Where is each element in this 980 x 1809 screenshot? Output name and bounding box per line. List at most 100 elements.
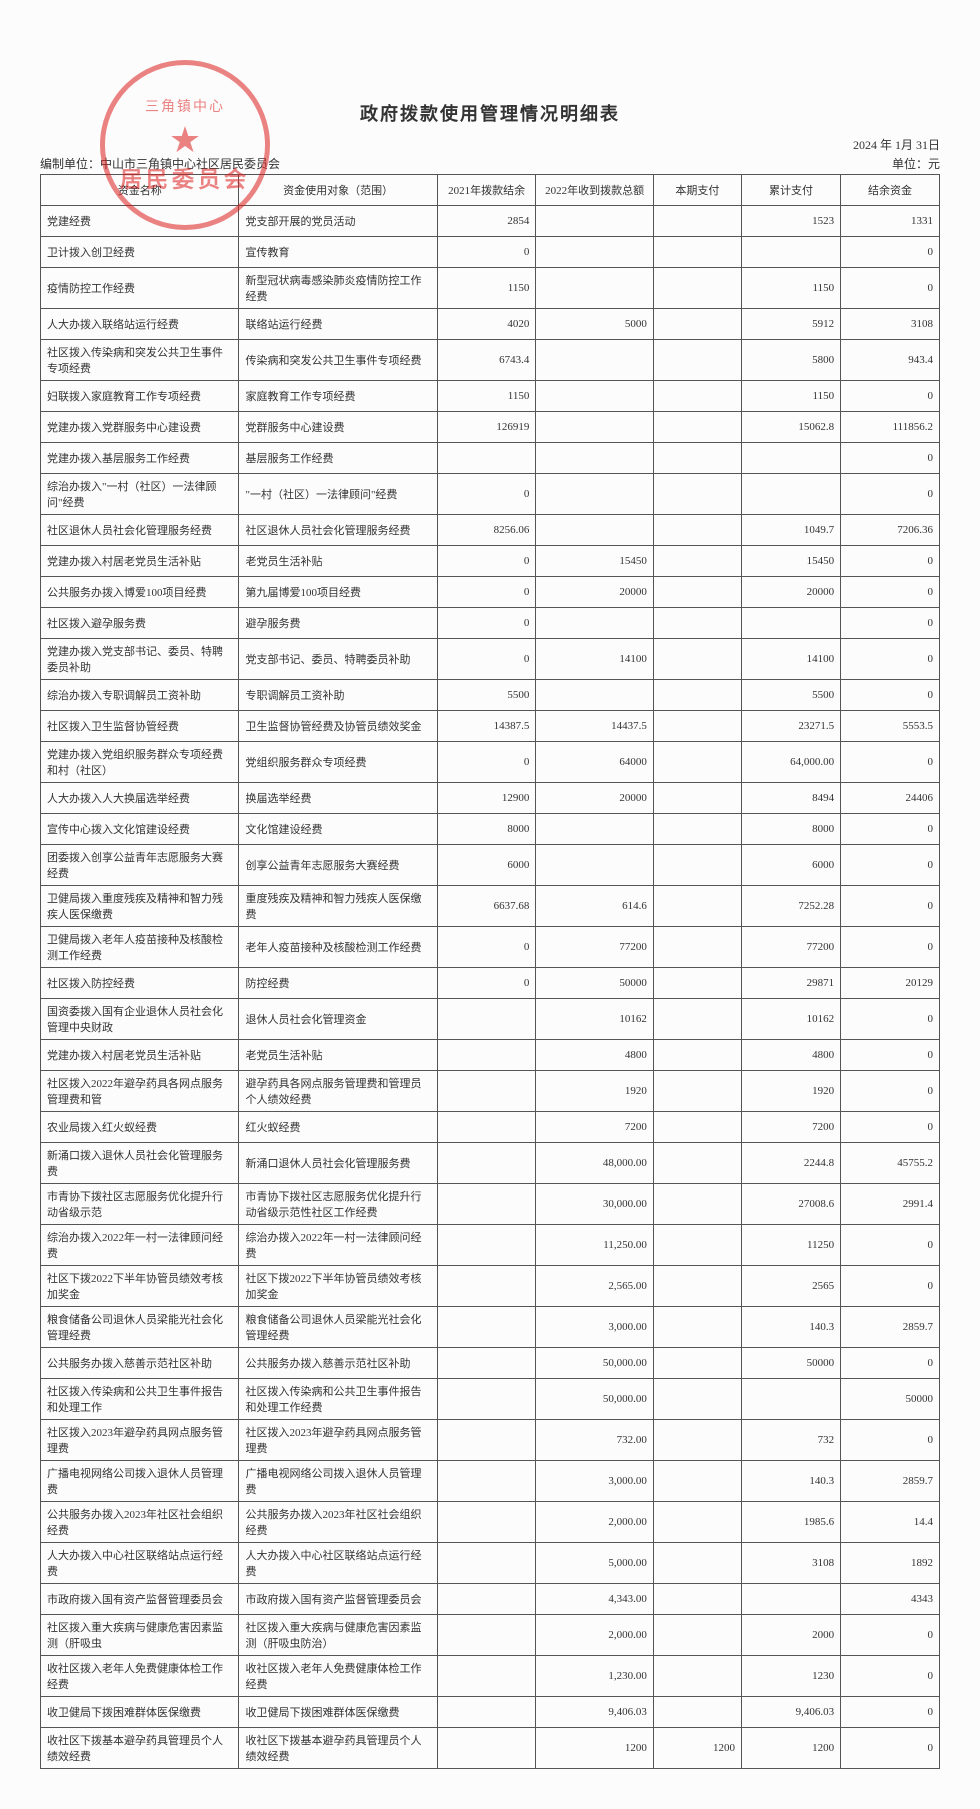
cell-paid-current bbox=[653, 968, 741, 999]
cell-paid-total: 1920 bbox=[741, 1071, 840, 1112]
table-row: 党建办拨入村居老党员生活补贴老党员生活补贴015450154500 bbox=[41, 546, 940, 577]
cell-scope: 人大办拨入中心社区联络站点运行经费 bbox=[239, 1543, 437, 1584]
cell-paid-total: 2565 bbox=[741, 1266, 840, 1307]
cell-name: 公共服务办拨入慈善示范社区补助 bbox=[41, 1348, 239, 1379]
cell-paid-total bbox=[741, 1379, 840, 1420]
cell-paid-total: 50000 bbox=[741, 1348, 840, 1379]
cell-received-2022 bbox=[536, 608, 653, 639]
cell-balance-2021 bbox=[437, 1615, 535, 1656]
cell-balance-remain: 0 bbox=[841, 577, 940, 608]
col-paid-total: 累计支付 bbox=[741, 175, 840, 206]
cell-paid-total: 6000 bbox=[741, 845, 840, 886]
cell-name: 人大办拨入中心社区联络站点运行经费 bbox=[41, 1543, 239, 1584]
cell-scope: 社区拨入传染病和公共卫生事件报告和处理工作经费 bbox=[239, 1379, 437, 1420]
cell-balance-remain: 0 bbox=[841, 1071, 940, 1112]
cell-paid-current bbox=[653, 814, 741, 845]
cell-paid-current bbox=[653, 1225, 741, 1266]
cell-name: 社区拨入防控经费 bbox=[41, 968, 239, 999]
cell-balance-2021: 126919 bbox=[437, 412, 535, 443]
table-row: 新涌口拨入退休人员社会化管理服务费新涌口退休人员社会化管理服务费48,000.0… bbox=[41, 1143, 940, 1184]
cell-paid-total: 1230 bbox=[741, 1656, 840, 1697]
cell-balance-2021: 0 bbox=[437, 742, 535, 783]
cell-scope: 市政府拨入国有资产监督管理委员会 bbox=[239, 1584, 437, 1615]
table-row: 人大办拨入人大换届选举经费换届选举经费1290020000849424406 bbox=[41, 783, 940, 814]
cell-balance-remain: 0 bbox=[841, 1615, 940, 1656]
cell-balance-remain: 0 bbox=[841, 1656, 940, 1697]
cell-received-2022 bbox=[536, 845, 653, 886]
cell-paid-total: 20000 bbox=[741, 577, 840, 608]
cell-balance-2021 bbox=[437, 1112, 535, 1143]
cell-received-2022 bbox=[536, 680, 653, 711]
cell-name: 广播电视网络公司拨入退休人员管理费 bbox=[41, 1461, 239, 1502]
cell-paid-current bbox=[653, 1502, 741, 1543]
cell-name: 党建办拨入党组织服务群众专项经费和村（社区） bbox=[41, 742, 239, 783]
cell-scope: 广播电视网络公司拨入退休人员管理费 bbox=[239, 1461, 437, 1502]
table-row: 社区拨入卫生监督协管经费卫生监督协管经费及协管员绩效奖金14387.514437… bbox=[41, 711, 940, 742]
cell-received-2022: 14100 bbox=[536, 639, 653, 680]
col-received-2022: 2022年收到拨款总额 bbox=[536, 175, 653, 206]
cell-name: 党建经费 bbox=[41, 206, 239, 237]
cell-paid-current bbox=[653, 1697, 741, 1728]
table-row: 粮食储备公司退休人员梁能光社会化管理经费粮食储备公司退休人员梁能光社会化管理经费… bbox=[41, 1307, 940, 1348]
table-row: 社区拨入避孕服务费避孕服务费00 bbox=[41, 608, 940, 639]
cell-balance-2021: 1150 bbox=[437, 381, 535, 412]
cell-paid-current bbox=[653, 1461, 741, 1502]
cell-received-2022: 11,250.00 bbox=[536, 1225, 653, 1266]
table-row: 宣传中心拨入文化馆建设经费文化馆建设经费800080000 bbox=[41, 814, 940, 845]
cell-scope: 社区退休人员社会化管理服务经费 bbox=[239, 515, 437, 546]
cell-balance-2021: 0 bbox=[437, 608, 535, 639]
cell-paid-current bbox=[653, 268, 741, 309]
cell-paid-current bbox=[653, 680, 741, 711]
cell-paid-current bbox=[653, 608, 741, 639]
cell-balance-2021: 14387.5 bbox=[437, 711, 535, 742]
unit-label: 单位：元 bbox=[892, 155, 940, 172]
cell-paid-current bbox=[653, 639, 741, 680]
cell-balance-2021 bbox=[437, 1225, 535, 1266]
cell-paid-current bbox=[653, 577, 741, 608]
table-row: 卫健局拨入重度残疾及精神和智力残疾人医保缴费重度残疾及精神和智力残疾人医保缴费6… bbox=[41, 886, 940, 927]
cell-received-2022: 1200 bbox=[536, 1728, 653, 1769]
cell-balance-remain: 5553.5 bbox=[841, 711, 940, 742]
cell-paid-current bbox=[653, 237, 741, 268]
cell-paid-current bbox=[653, 1143, 741, 1184]
cell-name: 人大办拨入联络站运行经费 bbox=[41, 309, 239, 340]
cell-received-2022: 10162 bbox=[536, 999, 653, 1040]
table-row: 市青协下拨社区志愿服务优化提升行动省级示范市青协下拨社区志愿服务优化提升行动省级… bbox=[41, 1184, 940, 1225]
col-scope: 资金使用对象（范围） bbox=[239, 175, 437, 206]
cell-paid-total: 5800 bbox=[741, 340, 840, 381]
cell-scope: 公共服务办拨入慈善示范社区补助 bbox=[239, 1348, 437, 1379]
cell-paid-current bbox=[653, 1184, 741, 1225]
cell-received-2022: 2,000.00 bbox=[536, 1502, 653, 1543]
cell-balance-remain: 0 bbox=[841, 742, 940, 783]
cell-balance-2021 bbox=[437, 1184, 535, 1225]
cell-paid-total: 14100 bbox=[741, 639, 840, 680]
cell-scope: 联络站运行经费 bbox=[239, 309, 437, 340]
cell-paid-total bbox=[741, 474, 840, 515]
cell-balance-2021 bbox=[437, 1728, 535, 1769]
cell-name: 党建办拨入基层服务工作经费 bbox=[41, 443, 239, 474]
cell-balance-remain: 2859.7 bbox=[841, 1461, 940, 1502]
meta-row-date: 2024 年 1月 31日 bbox=[40, 136, 940, 153]
cell-name: 收社区拨入老年人免费健康体检工作经费 bbox=[41, 1656, 239, 1697]
cell-name: 国资委拨入国有企业退休人员社会化管理中央财政 bbox=[41, 999, 239, 1040]
cell-paid-total: 29871 bbox=[741, 968, 840, 999]
cell-scope: 传染病和突发公共卫生事件专项经费 bbox=[239, 340, 437, 381]
cell-paid-total: 7200 bbox=[741, 1112, 840, 1143]
table-row: 党建办拨入基层服务工作经费基层服务工作经费0 bbox=[41, 443, 940, 474]
cell-balance-remain: 111856.2 bbox=[841, 412, 940, 443]
cell-balance-remain: 0 bbox=[841, 886, 940, 927]
cell-received-2022: 1920 bbox=[536, 1071, 653, 1112]
table-row: 公共服务办拨入慈善示范社区补助公共服务办拨入慈善示范社区补助50,000.005… bbox=[41, 1348, 940, 1379]
cell-paid-current bbox=[653, 1348, 741, 1379]
table-row: 社区拨入传染病和公共卫生事件报告和处理工作社区拨入传染病和公共卫生事件报告和处理… bbox=[41, 1379, 940, 1420]
table-row: 社区拨入防控经费防控经费0500002987120129 bbox=[41, 968, 940, 999]
cell-balance-remain: 2859.7 bbox=[841, 1307, 940, 1348]
cell-scope: "一村（社区）一法律顾问"经费 bbox=[239, 474, 437, 515]
table-row: 人大办拨入联络站运行经费联络站运行经费4020500059123108 bbox=[41, 309, 940, 340]
table-row: 综治办拨入"一村（社区）一法律顾问"经费"一村（社区）一法律顾问"经费00 bbox=[41, 474, 940, 515]
table-row: 收社区下拨基本避孕药具管理员个人绩效经费收社区下拨基本避孕药具管理员个人绩效经费… bbox=[41, 1728, 940, 1769]
cell-balance-2021 bbox=[437, 1071, 535, 1112]
cell-paid-total: 9,406.03 bbox=[741, 1697, 840, 1728]
cell-balance-remain: 943.4 bbox=[841, 340, 940, 381]
cell-balance-remain: 0 bbox=[841, 268, 940, 309]
